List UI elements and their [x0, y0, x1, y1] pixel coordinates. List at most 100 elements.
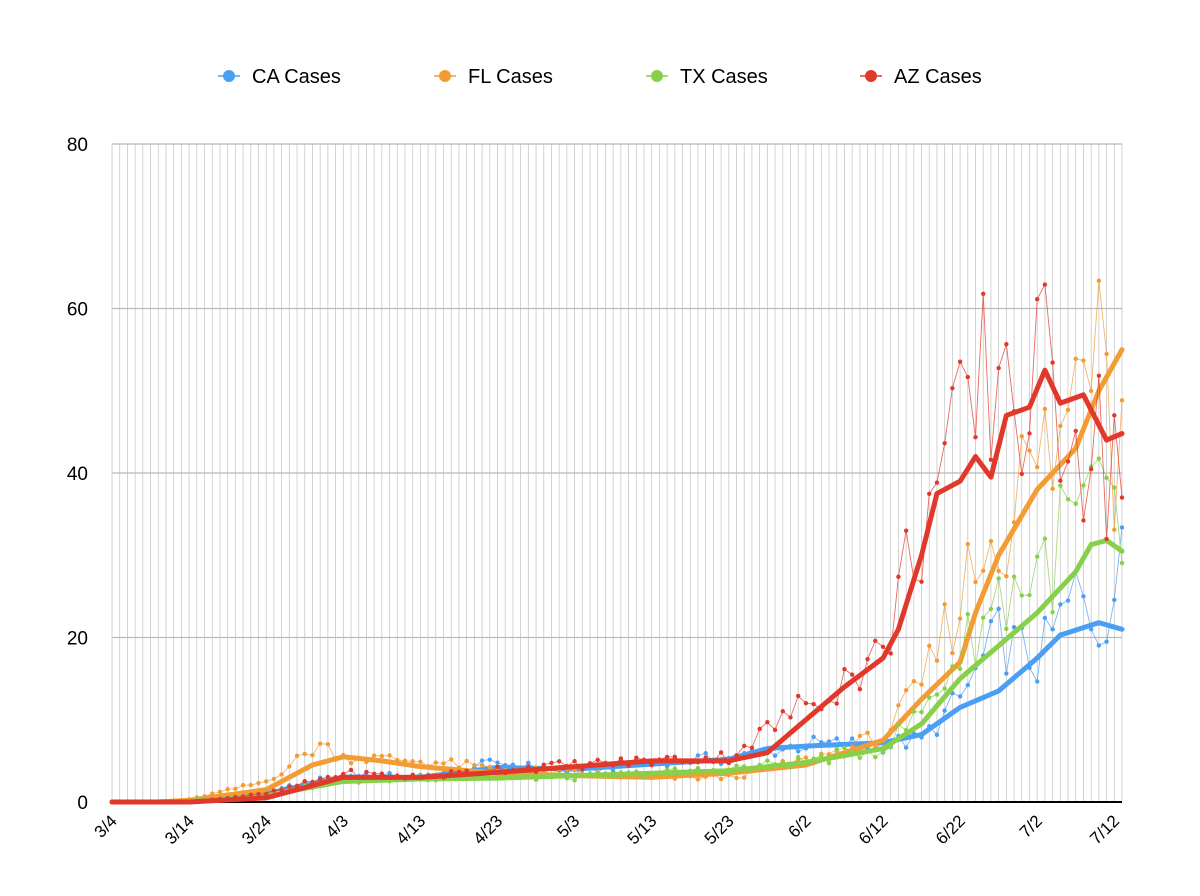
- legend-swatch-dot: [439, 70, 451, 82]
- average-line: [109, 347, 1125, 805]
- daily-point: [695, 753, 701, 758]
- legend-item: FL Cases: [434, 66, 553, 88]
- daily-point: [449, 768, 454, 774]
- daily-point: [233, 786, 238, 792]
- daily-point: [664, 754, 670, 760]
- daily-point: [842, 745, 847, 751]
- daily-point: [803, 700, 809, 706]
- daily-point: [479, 758, 485, 763]
- daily-point: [1088, 466, 1094, 472]
- daily-point: [371, 753, 377, 758]
- daily-point: [896, 574, 901, 579]
- daily-point: [1104, 475, 1109, 480]
- daily-point: [1042, 406, 1048, 412]
- legend: CA Cases FL Cases TX Cases AZ Cases: [218, 66, 982, 88]
- daily-point: [472, 762, 477, 768]
- daily-point: [1104, 639, 1109, 644]
- daily-point: [903, 688, 909, 693]
- daily-point: [279, 772, 284, 777]
- daily-point: [919, 682, 924, 687]
- daily-point: [1034, 554, 1040, 559]
- daily-point: [965, 541, 971, 547]
- daily-point: [526, 760, 531, 765]
- daily-point: [387, 753, 392, 758]
- daily-point: [572, 758, 577, 764]
- legend-label: FL Cases: [468, 66, 553, 88]
- daily-point: [225, 786, 230, 792]
- daily-point: [981, 291, 986, 296]
- daily-point: [934, 658, 940, 663]
- daily-point: [865, 657, 870, 662]
- daily-point: [834, 736, 839, 741]
- daily-point: [1096, 643, 1102, 648]
- daily-point: [950, 385, 955, 391]
- daily-point: [849, 672, 855, 677]
- daily-point: [757, 726, 762, 732]
- daily-point: [919, 579, 924, 584]
- daily-point: [811, 734, 816, 740]
- daily-point: [927, 695, 932, 700]
- daily-point: [950, 650, 955, 656]
- daily-point: [996, 606, 1001, 612]
- daily-point: [1027, 592, 1032, 598]
- daily-point: [1112, 527, 1117, 532]
- daily-point: [957, 694, 963, 699]
- daily-point: [873, 754, 878, 760]
- daily-point: [996, 568, 1001, 574]
- daily-point: [256, 791, 261, 797]
- y-tick-label: 40: [67, 464, 88, 485]
- daily-point: [325, 742, 331, 747]
- daily-point: [1081, 483, 1086, 488]
- x-tick-label: 4/13: [392, 811, 429, 848]
- daily-point: [1027, 431, 1032, 436]
- daily-point: [572, 778, 577, 783]
- daily-point: [788, 715, 793, 720]
- daily-point: [441, 761, 446, 766]
- x-tick-label: 5/13: [624, 811, 661, 848]
- daily-point: [595, 757, 600, 763]
- daily-point: [826, 760, 832, 766]
- daily-point: [849, 736, 855, 741]
- daily-point: [1050, 486, 1055, 491]
- daily-point: [988, 619, 994, 624]
- daily-point: [1112, 413, 1117, 418]
- daily-point: [672, 754, 678, 760]
- daily-point: [765, 758, 770, 763]
- daily-point: [1050, 360, 1055, 365]
- daily-point: [973, 434, 978, 440]
- daily-point: [927, 643, 932, 648]
- daily-point: [1019, 471, 1024, 477]
- legend-swatch-dot: [651, 70, 663, 82]
- daily-point: [325, 774, 331, 780]
- daily-point: [934, 692, 940, 697]
- daily-point: [464, 758, 469, 764]
- daily-point: [1112, 597, 1117, 603]
- x-tick-label: 4/23: [469, 811, 506, 848]
- daily-point: [734, 753, 739, 758]
- daily-point: [634, 755, 639, 760]
- daily-point: [896, 703, 901, 708]
- x-tick-label: 6/2: [785, 811, 815, 841]
- daily-point: [1065, 497, 1071, 502]
- daily-point: [842, 666, 847, 672]
- daily-point: [479, 762, 485, 768]
- daily-point: [317, 776, 323, 782]
- daily-point: [1050, 610, 1055, 615]
- daily-point: [1096, 373, 1102, 378]
- x-tick-label: 6/12: [855, 811, 892, 848]
- daily-point: [942, 686, 947, 691]
- daily-point: [649, 762, 654, 768]
- daily-point: [1119, 495, 1125, 500]
- daily-point: [942, 602, 947, 607]
- legend-label: TX Cases: [680, 66, 768, 88]
- daily-point: [1027, 448, 1032, 453]
- daily-point: [1119, 398, 1125, 403]
- daily-point: [803, 755, 809, 760]
- daily-point: [965, 611, 971, 617]
- grid: [111, 143, 1123, 803]
- daily-point: [911, 678, 917, 684]
- daily-point: [387, 770, 392, 776]
- daily-point: [271, 776, 277, 782]
- daily-point: [703, 751, 708, 756]
- daily-point: [996, 365, 1001, 371]
